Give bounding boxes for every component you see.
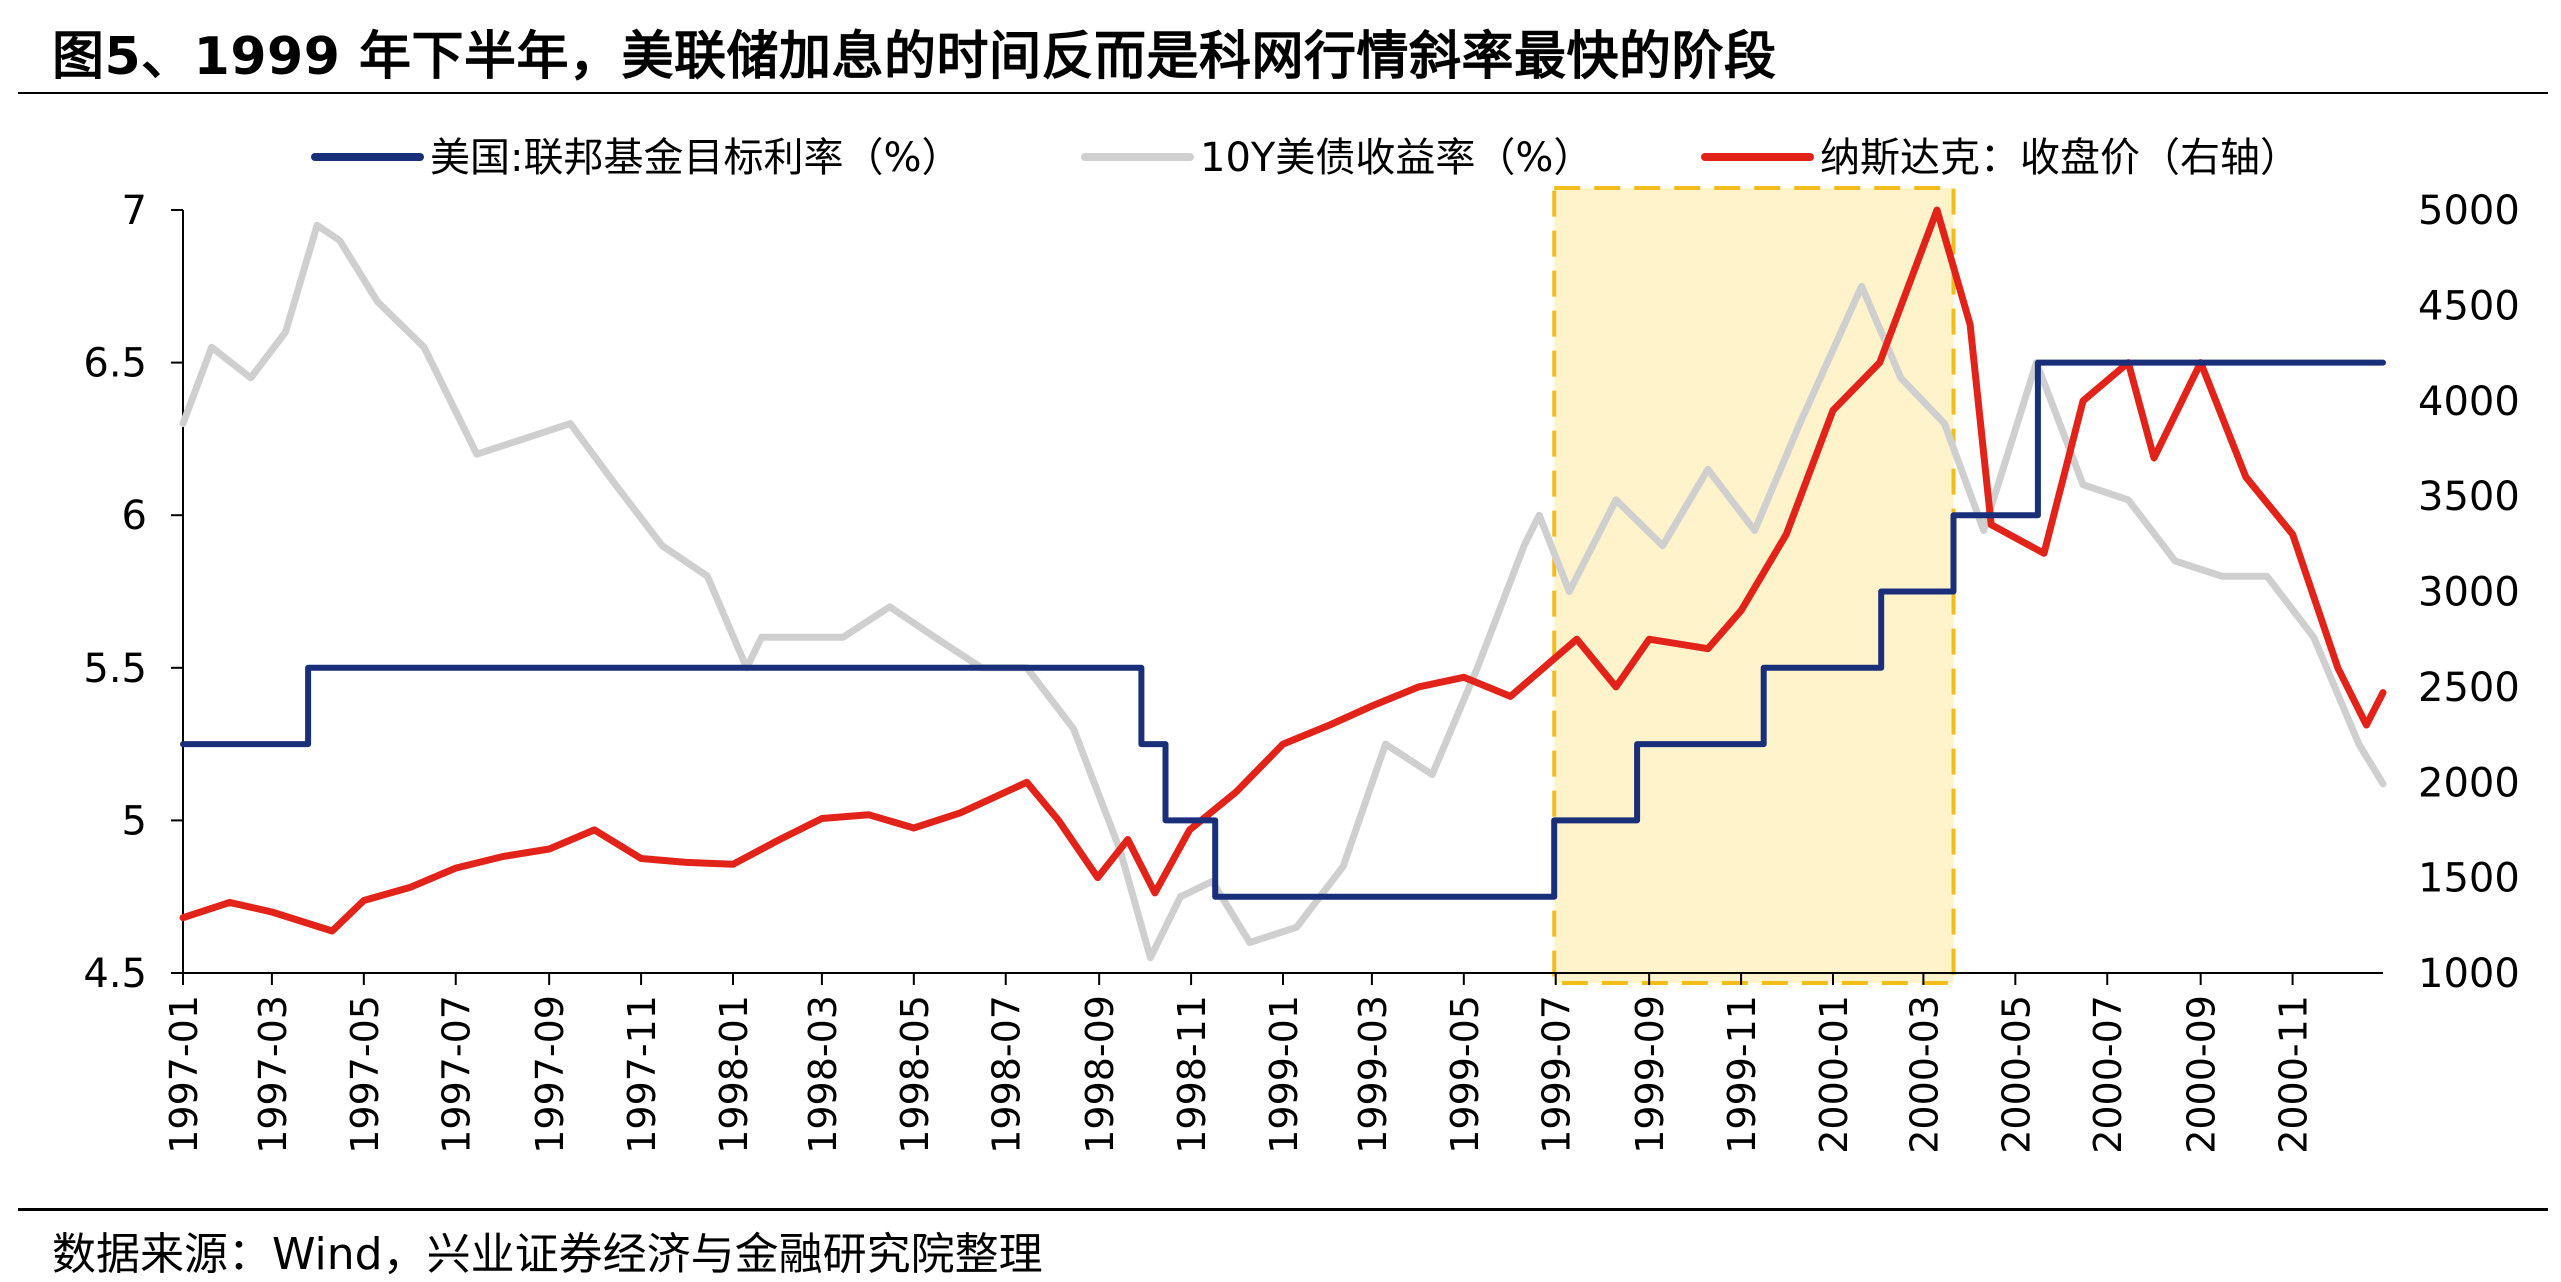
y-right-tick-label: 4500 (2418, 283, 2520, 329)
y-left-tick-label: 6 (122, 493, 147, 539)
x-tick-label: 1998-11 (1170, 995, 1214, 1154)
y-right-tick-label: 1500 (2418, 856, 2520, 902)
x-tick-label: 1997-07 (435, 995, 479, 1154)
x-tick-label: 1999-09 (1628, 995, 1672, 1154)
chart-legend: 美国:联邦基金目标利率（%） 10Y美债收益率（%） 纳斯达克：收盘价（右轴） (311, 135, 2300, 181)
data-source-note: 数据来源：Wind，兴业证券经济与金融研究院整理 (52, 1229, 1043, 1280)
x-tick-label: 1998-07 (985, 995, 1029, 1154)
y-right-tick-label: 4000 (2418, 379, 2520, 425)
legend-label: 10Y美债收益率（%） (1200, 135, 1593, 181)
x-tick-label: 1997-09 (528, 995, 572, 1154)
chart-axes: 4.5 5 5.5 6 6.5 7 1000 1500 2000 2500 3000 3500 4000… (83, 188, 2519, 1154)
x-tick-label: 2000-01 (1812, 995, 1856, 1154)
chart-series (179, 206, 2387, 962)
x-tick-label: 1999-05 (1443, 995, 1487, 1154)
nasdaq-close-line (179, 206, 2387, 935)
y-right-tick-label: 1000 (2418, 951, 2520, 997)
fed-funds-rate-line (180, 359, 2386, 900)
x-tick-label: 1999-11 (1720, 995, 1764, 1154)
x-tick-label: 1998-05 (893, 995, 937, 1154)
footer-divider (18, 1208, 2548, 1211)
x-tick-label: 1997-03 (251, 995, 295, 1154)
x-tick-label: 1997-05 (343, 995, 387, 1154)
x-tick-label: 2000-07 (2086, 995, 2130, 1154)
x-tick-label: 1997-01 (162, 995, 206, 1154)
x-tick-label: 1998-03 (801, 995, 845, 1154)
y-right-tick-label: 2500 (2418, 665, 2520, 711)
y-right-tick-label: 2000 (2418, 760, 2520, 806)
x-tick-label: 1999-01 (1262, 995, 1306, 1154)
chart-svg: 4.5 5 5.5 6 6.5 7 1000 1500 2000 2500 3000 3500 4000… (83, 135, 2519, 1154)
y-left-tick-label: 4.5 (83, 951, 147, 997)
x-tick-label: 2000-11 (2272, 995, 2316, 1154)
x-tick-label: 2000-09 (2180, 995, 2224, 1154)
y-left-tick-label: 6.5 (83, 341, 147, 387)
legend-label: 美国:联邦基金目标利率（%） (430, 135, 961, 181)
y-right-tick-label: 3000 (2418, 570, 2520, 616)
y-left-tick-label: 5.5 (83, 646, 147, 692)
x-tick-label: 2000-05 (1994, 995, 2038, 1154)
y-left-tick-label: 5 (122, 798, 147, 844)
legend-label: 纳斯达克：收盘价（右轴） (1820, 135, 2300, 181)
treasury-10y-line (179, 221, 2387, 962)
x-tick-label: 1998-09 (1078, 995, 1122, 1154)
x-tick-label: 1997-11 (620, 995, 664, 1154)
title-divider (18, 92, 2548, 94)
y-right-tick-label: 3500 (2418, 474, 2520, 520)
chart-title: 图5、1999 年下半年，美联储加息的时间反而是科网行情斜率最快的阶段 (52, 27, 1777, 87)
y-right-tick-label: 5000 (2418, 188, 2520, 234)
y-left-tick-label: 7 (122, 188, 147, 234)
x-tick-label: 2000-03 (1902, 995, 1946, 1154)
x-tick-label: 1999-07 (1535, 995, 1579, 1154)
x-tick-label: 1998-01 (712, 995, 756, 1154)
x-tick-label: 1999-03 (1351, 995, 1395, 1154)
